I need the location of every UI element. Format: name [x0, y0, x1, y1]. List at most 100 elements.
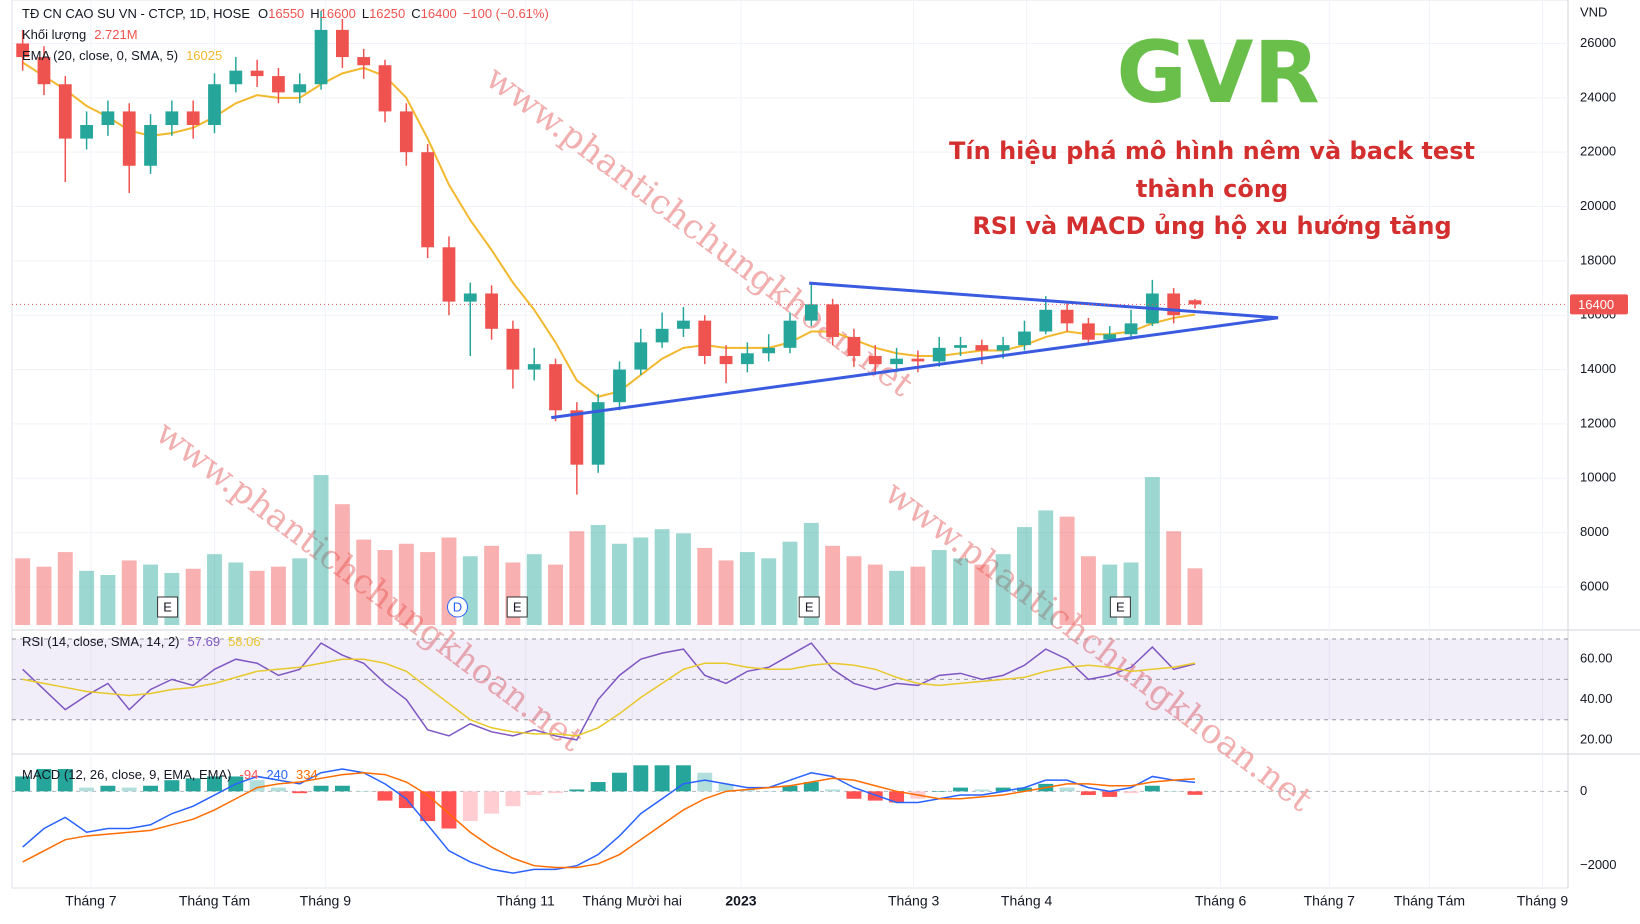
- volume-bar: [57, 552, 73, 625]
- candle-body: [357, 57, 371, 66]
- macd-histogram-bar: [1080, 791, 1096, 796]
- candle-body: [1188, 300, 1202, 305]
- volume-bar: [782, 541, 798, 625]
- volume-bar: [1166, 531, 1182, 625]
- macd-histogram-bar: [1123, 791, 1139, 794]
- volume-bar: [867, 564, 883, 625]
- macd-name: MACD (12, 26, close, 9, EMA, EMA): [22, 767, 232, 782]
- volume-bar: [207, 554, 222, 625]
- candle-body: [911, 358, 925, 362]
- volume-bar: [420, 552, 436, 625]
- trendline: [551, 316, 1279, 420]
- x-tick-label: Tháng Tám: [179, 893, 250, 909]
- candle-body: [80, 125, 93, 139]
- x-tick-label: 2023: [725, 893, 756, 909]
- volume-bar: [1038, 510, 1054, 625]
- volume-bar: [548, 564, 563, 625]
- macd-histogram-bar: [207, 776, 222, 792]
- candle-body: [613, 369, 626, 403]
- candle-body: [186, 111, 200, 125]
- candle-body: [272, 76, 285, 93]
- x-tick-label: Tháng 3: [888, 893, 940, 909]
- volume-bar: [1144, 477, 1160, 625]
- macd-histogram-bar: [15, 776, 31, 792]
- symbol: TĐ CN CAO SU VN - CTCP, 1D, HOSE: [22, 6, 250, 21]
- x-tick-label: Tháng 9: [300, 893, 352, 909]
- macd-histogram-bar: [1187, 791, 1203, 795]
- candle-body: [570, 410, 584, 465]
- candle-body: [932, 347, 946, 362]
- ohlc-value: 16250: [369, 6, 405, 21]
- legend-symbol: TĐ CN CAO SU VN - CTCP, 1D, HOSE O16550 H1…: [22, 6, 549, 21]
- candle-body: [677, 320, 690, 329]
- candle-body: [58, 84, 72, 139]
- macd-histogram-bar: [526, 791, 542, 796]
- rsi-name: RSI (14, close, SMA, 14, 2): [22, 634, 180, 649]
- x-tick-label: Tháng 11: [497, 893, 555, 909]
- event-marker: [1109, 596, 1131, 618]
- candle-body: [804, 304, 818, 321]
- macd-histogram-bar: [249, 780, 265, 792]
- ohlc-letter: O: [258, 6, 268, 21]
- ema-value: 16025: [186, 48, 222, 63]
- volume-bar: [484, 545, 500, 625]
- macd-histogram-bar: [121, 787, 137, 792]
- volume-bar: [739, 552, 755, 625]
- macd-histogram-bar: [100, 785, 116, 792]
- candle-body: [314, 29, 328, 85]
- macd-histogram-bar: [377, 791, 393, 801]
- macd-histogram-bar: [761, 791, 777, 792]
- macd-histogram-bar: [825, 789, 841, 792]
- macd-histogram-bar: [590, 782, 606, 792]
- candle-body: [698, 320, 712, 356]
- macd-histogram-bar: [675, 765, 691, 792]
- macd-tick-label: 0: [1580, 783, 1587, 798]
- ohlc-value: 16400: [421, 6, 457, 21]
- macd-histogram-bar: [1166, 791, 1182, 792]
- x-tick-label: Tháng 9: [1517, 893, 1569, 909]
- rsi-value: 58.06: [228, 634, 261, 649]
- volume-bar: [612, 543, 627, 625]
- x-tick-label: Tháng Tám: [1394, 893, 1465, 909]
- rsi-value: 57.69: [188, 634, 221, 649]
- candle-body: [101, 111, 115, 125]
- event-label: E: [1116, 599, 1125, 614]
- candle-body: [783, 320, 797, 348]
- event-label: D: [453, 599, 462, 614]
- x-tick-label: Tháng 7: [1304, 893, 1356, 909]
- macd-histogram-bar: [292, 791, 308, 794]
- y-tick-label: 18000: [1580, 252, 1616, 267]
- macd-histogram-bar: [334, 785, 350, 792]
- y-unit: VND: [1580, 4, 1607, 19]
- macd-histogram-bar: [803, 782, 819, 792]
- y-tick-label: 22000: [1580, 144, 1616, 159]
- candle-body: [996, 345, 1010, 351]
- volume-bar: [249, 570, 265, 625]
- ohlc-letter: C: [411, 6, 420, 21]
- legend-macd: MACD (12, 26, close, 9, EMA, EMA) -94 240 3…: [22, 767, 318, 782]
- volume-bar: [526, 554, 542, 625]
- rsi-tick-label: 40.00: [1580, 691, 1613, 706]
- candle-body: [442, 247, 456, 302]
- volume-bar: [761, 558, 777, 625]
- price-tag-label: 16400: [1578, 297, 1614, 312]
- volume-bar: [377, 550, 393, 625]
- candle-body: [16, 43, 30, 58]
- candle-body: [165, 111, 179, 125]
- macd-histogram-bar: [974, 789, 990, 792]
- x-tick-label: Tháng Mười hai: [583, 893, 682, 909]
- candle-body: [1167, 293, 1181, 316]
- volume-bar: [185, 568, 201, 625]
- volume-bar: [931, 550, 947, 625]
- annotation: RSI và MACD ủng hộ xu hướng tăng: [972, 212, 1452, 240]
- macd-histogram-bar: [846, 791, 862, 799]
- change: −100 (−0.61%): [463, 6, 549, 21]
- legend-ema: EMA (20, close, 0, SMA, 5) 16025: [22, 48, 222, 63]
- volume-bar: [100, 575, 116, 625]
- volume-bar: [654, 529, 670, 625]
- ohlc-letter: L: [362, 6, 369, 21]
- macd-histogram-bar: [931, 791, 947, 792]
- volume-bar: [1080, 556, 1096, 625]
- macd-histogram-bar: [569, 789, 585, 792]
- candle-body: [122, 111, 136, 166]
